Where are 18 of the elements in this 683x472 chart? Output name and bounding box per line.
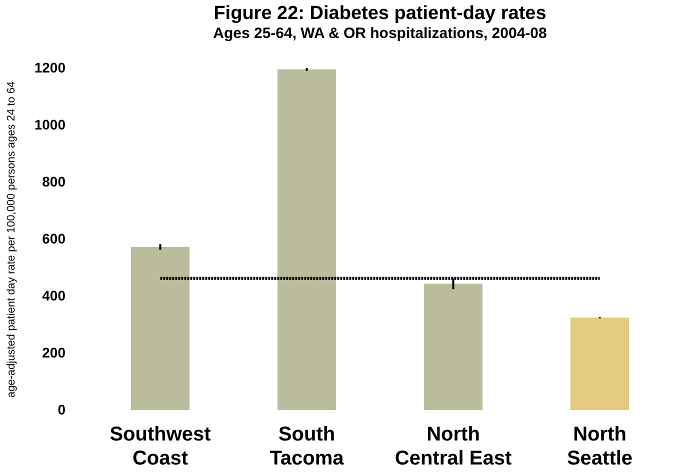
chart-subtitle: Ages 25-64, WA & OR hospitalizations, 2004-08 — [213, 25, 547, 42]
y-tick-label: 600 — [42, 230, 66, 246]
x-tick-label: North Seattle — [566, 424, 633, 470]
x-tick-label: South Tacoma — [270, 424, 345, 470]
y-tick-label: 0 — [58, 402, 66, 418]
bar — [130, 246, 190, 410]
chart-title: Figure 22: Diabetes patient-day rates — [214, 3, 546, 24]
bar — [570, 318, 630, 410]
y-tick-label: 1200 — [34, 60, 66, 76]
y-tick-label: 800 — [42, 174, 66, 190]
x-tick-label: North Central East — [394, 424, 512, 470]
x-tick-label: Southwest Coast — [110, 424, 212, 470]
y-axis-title: age-adjusted patient day rate per 100,000 persons ages 24 to 64 — [5, 81, 18, 398]
y-tick-label: 200 — [42, 344, 66, 360]
y-tick-label: 1000 — [34, 116, 66, 132]
bar — [424, 284, 483, 410]
bar — [277, 69, 336, 410]
y-tick-label: 400 — [42, 288, 66, 304]
